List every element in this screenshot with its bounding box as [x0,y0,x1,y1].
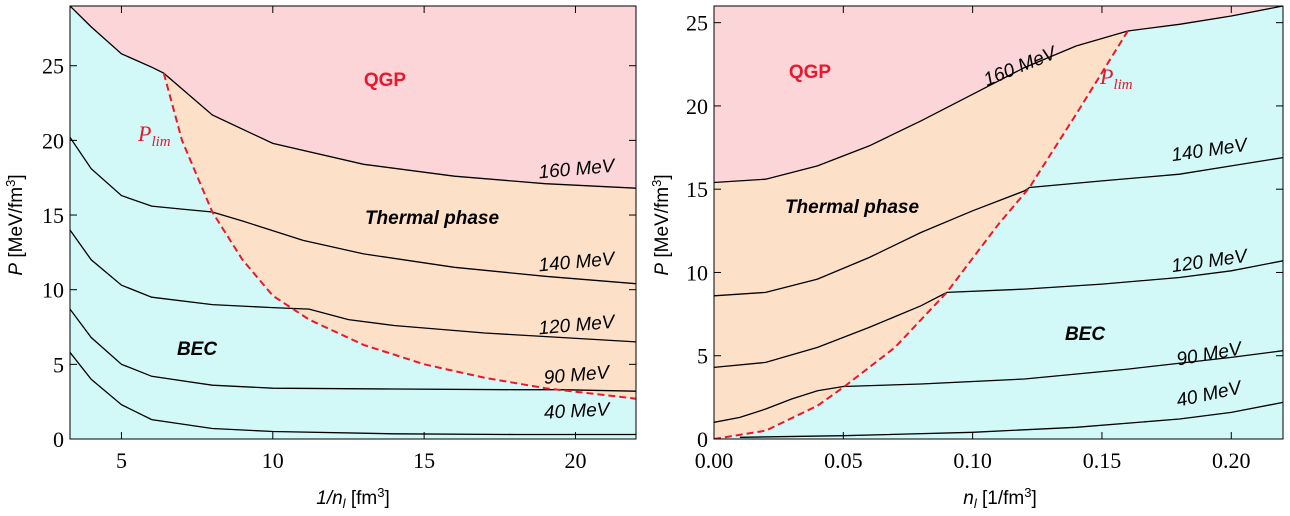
r-y-tick-label: 20 [686,94,708,119]
r-series-140-mev [714,156,1283,297]
l-y-tick-label: 10 [42,278,64,303]
left-bec-label: BEC [177,339,217,360]
r-x-tick-label: 0.05 [824,448,863,473]
l-y-tick-label: 25 [42,54,64,79]
r-x-tick-label: 0.15 [1083,448,1122,473]
l-plim-curve [162,72,636,400]
l-y-tick-label: 15 [42,203,64,228]
l-y-tick-label: 5 [53,352,64,377]
l-series-160-mev [70,6,636,189]
left-qgp-label: QGP [364,70,407,91]
right-bec-label: BEC [1065,324,1105,345]
left-plim-label: Plim [137,121,171,150]
l-x-tick-label: 15 [413,448,435,473]
r-y-tick-label: 0 [697,427,708,452]
left-x-axis-label: 1/nl [fm3] [316,485,390,511]
right-y-axis-label: P [MeV/fm3] [649,174,673,275]
l-y-tick-label: 0 [53,427,64,452]
r-y-tick-label: 10 [686,260,708,285]
left-y-axis-label: P [MeV/fm3] [3,174,27,275]
l-series-40-mev [70,351,636,436]
l-thermal-region [165,74,636,399]
r-x-tick-label: 0.10 [953,448,992,473]
r-y-tick-label: 25 [686,11,708,36]
right-x-axis-label: nl [1/fm3] [963,485,1037,511]
r-x-tick-label: 0.20 [1212,448,1251,473]
right-plim-label: Plim [1099,64,1133,93]
right-chart: 0.00 0.05 0.10 0.15 0.20 0 5 10 15 20 25 QGP Therm… [649,5,1284,511]
right-thermal-label: Thermal phase [785,197,920,218]
l-series-140-mev [70,137,636,285]
right-qgp-label: QGP [789,62,832,83]
r-thermal-region [714,31,1128,439]
r-qgp-region [714,6,1283,183]
l-x-tick-label: 5 [116,448,127,473]
r-y-tick-label: 5 [697,344,708,369]
r-plim-curve [714,30,1129,439]
right-plot-frame [713,5,1284,440]
l-series-120-mev [70,229,636,343]
l-x-tick-label: 20 [564,448,586,473]
l-qgp-region [70,6,636,189]
left-thermal-label: Thermal phase [365,208,500,229]
r-series-120-mev [714,260,1283,369]
left-label-40: 40 MeV [543,399,612,424]
r-series-90-mev [714,350,1283,423]
r-x-tick-label: 0.00 [695,448,734,473]
l-y-tick-label: 20 [42,128,64,153]
l-series-90-mev [70,308,636,392]
r-y-tick-label: 15 [686,177,708,202]
l-x-tick-label: 10 [262,448,284,473]
r-series-160-mev [714,6,1283,184]
left-plot-frame [69,5,637,440]
